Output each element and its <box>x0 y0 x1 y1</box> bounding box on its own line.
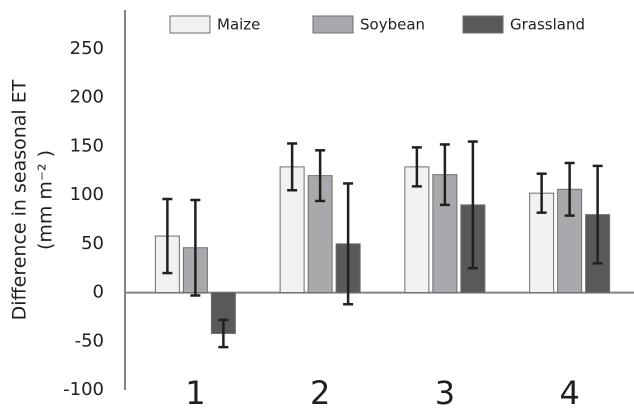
y-tick-label: 150 <box>70 135 104 156</box>
legend-label: Grassland <box>510 16 585 34</box>
error-bar <box>315 149 326 203</box>
error-bar <box>536 172 547 214</box>
y-axis-label: Difference in seasonal ET (mm m⁻² ) <box>9 79 57 320</box>
bar <box>404 166 430 294</box>
error-bar <box>564 161 575 217</box>
error-bar <box>439 143 450 207</box>
error-bar <box>190 198 201 297</box>
y-axis-label-line: (mm m⁻² ) <box>35 150 57 250</box>
y-tick-label: 100 <box>70 184 104 205</box>
legend-swatch <box>312 15 354 34</box>
y-tick-label: 200 <box>70 87 104 108</box>
x-tick-label: 3 <box>435 374 455 411</box>
y-axis-label-line: Difference in seasonal ET <box>9 79 31 320</box>
y-tick-label: 250 <box>70 38 104 59</box>
legend-label: Maize <box>217 16 260 34</box>
legend-swatch <box>169 15 211 34</box>
y-tick-label: -50 <box>75 330 104 351</box>
error-bar <box>411 146 422 188</box>
y-tick-label: -100 <box>63 379 104 400</box>
error-bar <box>162 197 173 275</box>
error-bar <box>343 182 354 306</box>
y-tick-label: 50 <box>81 233 104 254</box>
legend-label: Soybean <box>360 16 425 34</box>
error-bar <box>287 142 298 192</box>
legend-swatch <box>462 15 504 34</box>
error-bar <box>218 318 229 349</box>
x-tick-label: 2 <box>310 374 330 411</box>
error-bar <box>592 164 603 265</box>
y-tick-label: 0 <box>93 282 104 303</box>
error-bar <box>467 140 478 270</box>
x-tick-label: 4 <box>559 374 579 411</box>
x-tick-label: 1 <box>185 374 205 411</box>
